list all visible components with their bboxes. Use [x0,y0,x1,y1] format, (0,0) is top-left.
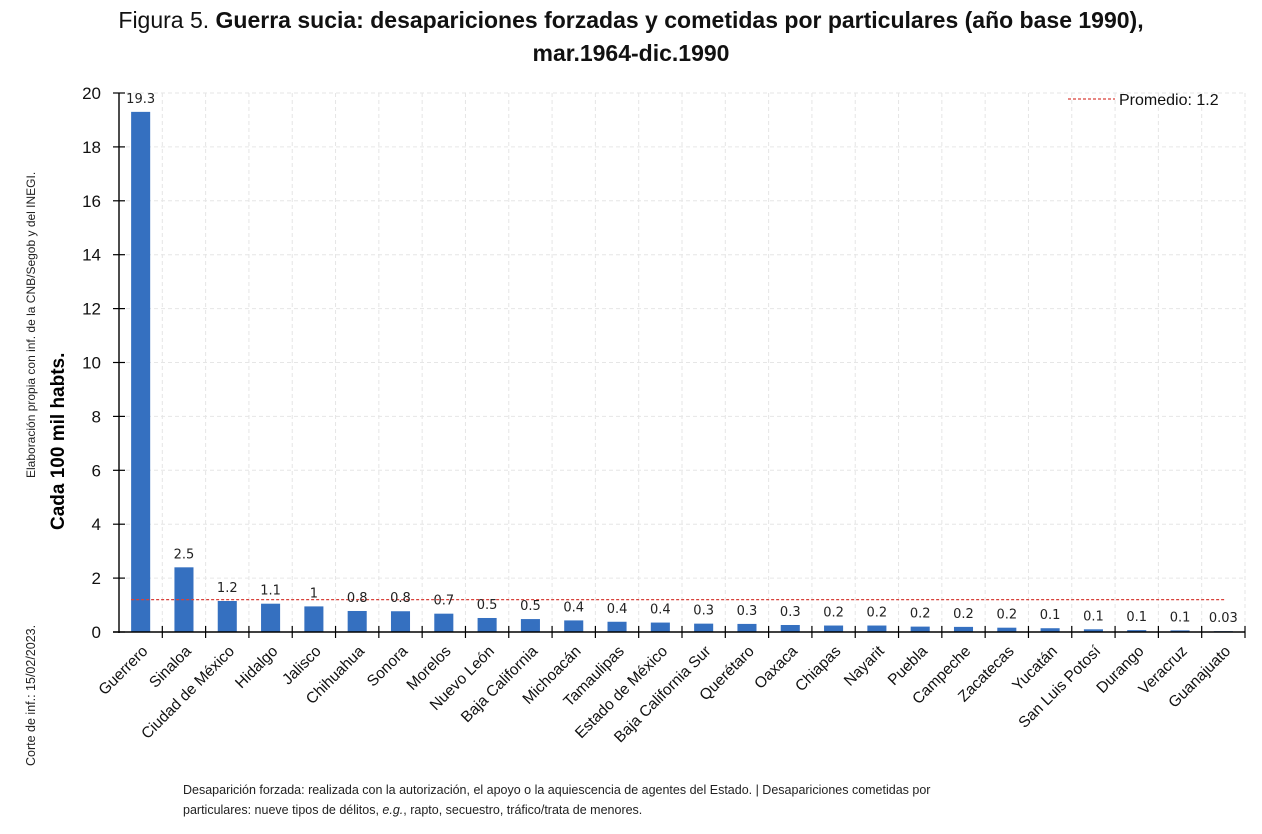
data-label: 0.2 [867,606,888,621]
data-label: 0.4 [563,600,584,615]
x-tick-label: Guerrero [96,643,152,699]
bar [304,606,324,632]
data-labels: 19.3 2.5 1.2 1.1 1 0.8 0.8 0.7 0.5 0.5 0.4 0.4 0.4 0.… [126,92,1238,626]
y-tick-label: 8 [92,407,101,426]
x-tick-label: Chiapas [792,643,844,695]
bar [520,619,540,632]
data-label: 2.5 [174,547,195,562]
y-tick-label: 4 [92,515,101,534]
gridlines [119,92,1246,632]
bar [347,610,367,632]
y-tick-label: 6 [92,461,101,480]
data-label: 0.4 [650,603,671,618]
bar [477,617,497,632]
chart-title-lead: Figura 5. [118,7,210,33]
footnote: Desaparición forzada: realizada con la a… [183,780,1203,820]
data-label: 0.1 [1170,610,1191,625]
bar [910,626,930,632]
data-label: 0.1 [1126,610,1147,625]
y-tick-labels: 0 2 4 6 8 10 12 14 16 18 20 [82,84,101,642]
data-label: 0.4 [607,602,628,617]
data-label: 1 [310,586,318,601]
bar [131,111,151,633]
bar [261,603,281,632]
cutoff-date-note: Corte de inf.: 15/02/2023. [24,625,38,766]
bar [1040,628,1060,632]
bar [1127,630,1147,632]
data-label: 0.7 [433,594,454,609]
legend: Promedio: 1.2 [1068,92,1219,109]
footnote-line-2: particulares: nueve tipos de délitos, e.… [183,800,1203,820]
data-label: 0.8 [390,591,411,606]
x-tick-label: Nayarit [841,642,888,689]
y-tick-label: 14 [82,246,101,265]
chart-title-main: Guerra sucia: desapariciones forzadas y … [215,7,1144,66]
data-label: 0.8 [347,591,368,606]
bar [780,624,800,632]
y-tick-label: 2 [92,569,101,588]
bar [1083,629,1103,632]
bar [867,625,887,632]
axes [113,92,1246,638]
bar [997,627,1017,632]
data-label: 0.1 [1040,608,1061,623]
data-label: 0.03 [1209,611,1238,626]
chart-title: Figura 5. Guerra sucia: desapariciones f… [100,4,1162,70]
y-tick-label: 10 [82,354,101,373]
bar [434,613,454,632]
bar [1170,630,1190,632]
x-tick-label: Hidalgo [232,643,281,692]
y-axis-label: Cada 100 mil habts. [48,353,69,530]
data-label: 1.1 [260,584,281,599]
x-tick-label: Baja California [458,643,542,727]
footnote-line-1: Desaparición forzada: realizada con la a… [183,783,931,797]
bar [650,622,670,632]
data-label: 0.2 [996,608,1017,623]
y-tick-label: 0 [92,623,101,642]
data-label: 0.1 [1083,609,1104,624]
bar [607,621,627,632]
legend-average-label: Promedio: 1.2 [1119,92,1219,109]
data-label: 0.5 [477,598,498,613]
footnote-line-2-pre: particulares: nueve tipos de délitos, [183,803,383,817]
data-label: 0.2 [823,606,844,621]
y-tick-label: 12 [82,300,101,319]
data-label: 0.2 [910,607,931,622]
y-tick-label: 18 [82,138,101,157]
bar [694,623,714,632]
data-label: 0.3 [737,604,758,619]
data-label: 0.3 [780,605,801,620]
y-tick-label: 20 [82,84,101,103]
bars [131,111,1233,633]
data-label: 0.3 [693,604,714,619]
bar [953,626,974,632]
data-label: 0.5 [520,599,541,614]
bar [217,601,237,632]
data-label: 0.2 [953,607,974,622]
x-tick-label: San Luis Potosí [1015,642,1104,731]
bar [824,625,844,632]
footnote-line-2-post: , rapto, secuestro, tráfico/trata de men… [403,803,643,817]
source-note: Elaboración propia con inf. de la CNB/Se… [24,172,38,478]
footnote-line-2-eg: e.g. [382,803,404,817]
bar [737,623,757,632]
data-label: 1.2 [217,581,238,596]
data-label: 19.3 [126,92,155,107]
y-tick-label: 16 [82,192,101,211]
bar [390,611,411,632]
bar [564,620,584,632]
